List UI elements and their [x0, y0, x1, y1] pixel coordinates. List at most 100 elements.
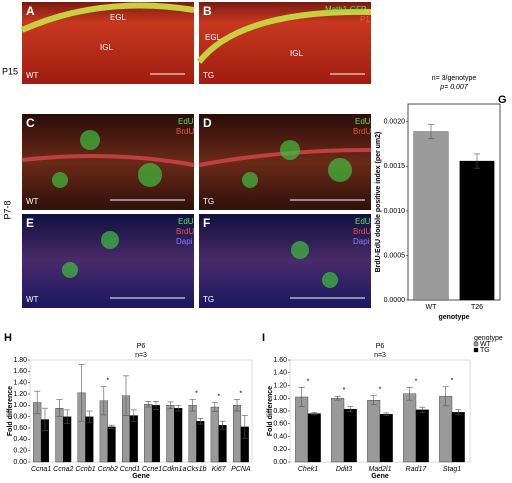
y-tick-label: 0.60	[13, 425, 27, 432]
y-tick-label: 1.60	[273, 357, 287, 364]
x-axis-label: genotype	[438, 314, 469, 321]
bar	[307, 413, 321, 463]
x-tick-label: T26	[471, 304, 483, 311]
y-tick-label: 0.0015	[384, 163, 406, 170]
y-tick-label: 0.20	[13, 448, 27, 455]
panel-label: Dapi	[176, 237, 193, 246]
bar	[415, 409, 429, 463]
panel-letter: H	[4, 332, 12, 344]
bar	[367, 400, 381, 463]
panel-label: TG	[203, 197, 214, 206]
panel-label: EGL	[205, 33, 222, 42]
y-tick-label: 1.40	[273, 370, 287, 377]
panel-label: IGL	[100, 43, 113, 52]
y-tick-label: 0.0010	[384, 208, 406, 215]
panel-label: WT	[26, 71, 39, 80]
chart-title: P6	[376, 343, 385, 350]
y-tick-label: 0.60	[273, 421, 287, 428]
plot-frame	[407, 103, 501, 301]
y-tick-label: 0.80	[273, 408, 287, 415]
panel-letter: B	[203, 4, 212, 18]
x-tick-label: Ccne1	[142, 466, 162, 473]
x-tick-label: Ccnb1	[75, 466, 95, 473]
panel-label: Math1-GFP	[325, 5, 366, 14]
annotation: *	[240, 391, 243, 398]
annotation: *	[307, 378, 310, 385]
panel-label: Dapi	[353, 237, 370, 246]
panel-letter: F	[203, 216, 210, 230]
bar	[403, 393, 417, 463]
image-f	[199, 214, 371, 308]
bar	[166, 405, 175, 463]
x-tick-label: Mad2l1	[369, 466, 392, 473]
panel-label: TG	[203, 71, 214, 80]
x-tick-label: WT	[426, 304, 438, 311]
y-tick-label: 1.20	[13, 391, 27, 398]
legend-label: TG	[480, 347, 490, 354]
x-tick-label: Cdkn1a	[162, 466, 186, 473]
x-tick-label: Ddit3	[336, 466, 352, 473]
y-tick-label: 0.00	[273, 459, 287, 466]
y-tick-label: 1.00	[13, 402, 27, 409]
row-label: P7-8	[2, 200, 12, 219]
cells	[52, 130, 352, 288]
x-tick-label: Ccnd1	[120, 466, 140, 473]
micro-images	[20, 2, 372, 308]
panel-label: BrdU	[353, 227, 371, 236]
panel-label: EdU	[355, 217, 371, 226]
bar	[85, 416, 94, 463]
y-tick-label: 0.0005	[384, 252, 406, 259]
y-axis-label: Fold difference	[7, 386, 14, 436]
y-axis-label: Fold difference	[267, 386, 274, 436]
plot-frame	[29, 359, 253, 463]
bar	[459, 160, 495, 301]
vessel	[21, 154, 195, 167]
bar	[451, 412, 465, 463]
annotation: *	[451, 378, 454, 385]
panel-label: BrdU	[176, 227, 194, 236]
bar	[196, 421, 205, 463]
chart-subtitle: p= 0.007	[439, 84, 469, 91]
y-tick-label: 1.80	[13, 357, 27, 364]
egl-band	[20, 2, 195, 33]
annotation: *	[217, 393, 220, 400]
panel-label: P1	[360, 15, 370, 24]
y-tick-label: 0.80	[13, 414, 27, 421]
annotation: *	[415, 378, 418, 385]
panel-label: EdU	[178, 217, 194, 226]
y-tick-label: 0.0000	[384, 297, 406, 304]
panel-letter: I	[262, 332, 265, 344]
y-axis-label: BrdU-EdU double positive index (per um2)	[375, 132, 382, 273]
panel-label: EdU	[178, 117, 194, 126]
bar	[232, 405, 242, 463]
bar	[331, 398, 345, 463]
bar	[218, 425, 227, 463]
panel-label: WT	[26, 295, 39, 304]
x-tick-label: Stag1	[443, 466, 461, 473]
y-tick-label: 0.40	[13, 436, 27, 443]
egl-band	[196, 8, 372, 64]
bar	[129, 415, 138, 463]
image-a	[22, 2, 194, 84]
bar	[379, 414, 393, 463]
legend-swatch	[473, 341, 479, 347]
panel-letter: C	[26, 116, 35, 130]
x-axis-label: Gene	[132, 473, 150, 480]
panel-label: WT	[26, 197, 39, 206]
bar	[210, 406, 219, 463]
chart-subtitle: n=3	[135, 352, 147, 359]
x-tick-label: Ccna2	[53, 466, 73, 473]
y-tick-label: 1.00	[273, 395, 287, 402]
y-tick-label: 0.40	[273, 433, 287, 440]
bar	[413, 131, 449, 301]
chart-subtitle: n=3	[374, 352, 386, 359]
panel-label: IGL	[290, 49, 303, 58]
x-tick-label: Rad17	[406, 466, 428, 473]
y-tick-label: 0.20	[273, 446, 287, 453]
panel-letter: A	[26, 4, 35, 18]
bar	[174, 408, 183, 463]
x-tick-label: Ccnb2	[98, 466, 118, 473]
image-e	[22, 214, 194, 308]
panel-label: TG	[203, 295, 214, 304]
